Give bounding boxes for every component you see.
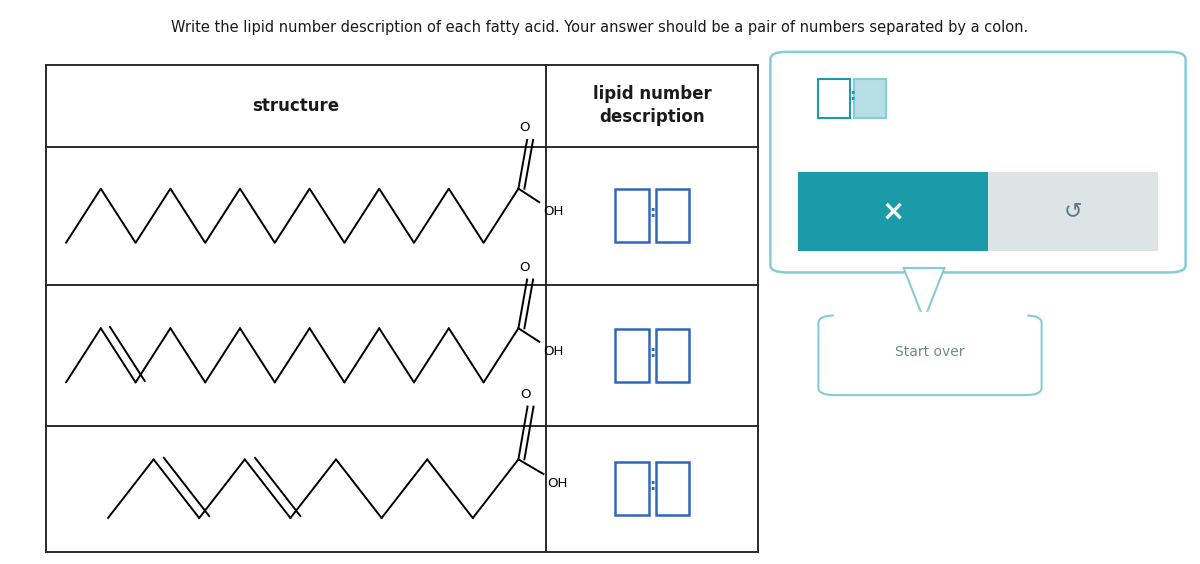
Text: lipid number
description: lipid number description — [593, 85, 712, 126]
Text: :: : — [848, 89, 856, 103]
Text: OH: OH — [542, 205, 563, 218]
FancyBboxPatch shape — [616, 462, 649, 515]
Text: O: O — [520, 121, 530, 134]
Text: :: : — [649, 205, 655, 221]
Text: Write the lipid number description of each fatty acid. Your answer should be a p: Write the lipid number description of ea… — [172, 20, 1028, 35]
Bar — [46, 65, 758, 552]
FancyBboxPatch shape — [655, 462, 689, 515]
FancyBboxPatch shape — [818, 80, 850, 118]
Text: ×: × — [881, 197, 905, 226]
FancyBboxPatch shape — [616, 329, 649, 382]
Text: OH: OH — [547, 477, 568, 490]
Text: OH: OH — [542, 345, 563, 358]
Bar — [798, 172, 988, 251]
Text: :: : — [649, 478, 655, 494]
Polygon shape — [904, 268, 944, 320]
Text: :: : — [649, 345, 655, 360]
Text: Start over: Start over — [895, 346, 965, 359]
FancyBboxPatch shape — [854, 80, 886, 118]
Text: ↺: ↺ — [1063, 201, 1082, 222]
Polygon shape — [834, 311, 1026, 326]
FancyBboxPatch shape — [655, 190, 689, 243]
FancyBboxPatch shape — [818, 316, 1042, 395]
Text: structure: structure — [252, 97, 340, 114]
FancyBboxPatch shape — [616, 190, 649, 243]
Text: O: O — [520, 261, 530, 274]
Bar — [988, 172, 1158, 251]
FancyBboxPatch shape — [655, 329, 689, 382]
Text: O: O — [520, 388, 530, 401]
FancyBboxPatch shape — [770, 52, 1186, 272]
